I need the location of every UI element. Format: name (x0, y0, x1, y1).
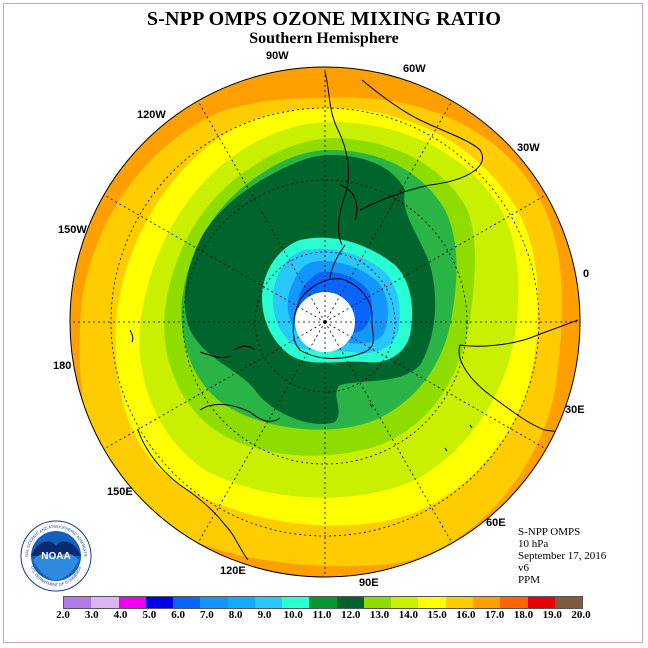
south-pole-marker (323, 320, 327, 324)
coastlines (129, 71, 579, 561)
figure-title: S-NPP OMPS OZONE MIXING RATIO (146, 8, 502, 30)
color-bar-tick-label: 12.0 (341, 609, 361, 621)
lon-label-90e: 90E (359, 577, 379, 589)
info-level: 10 hPa (518, 538, 549, 550)
color-bar-segment (336, 597, 364, 608)
color-bar-tick-label: 2.0 (56, 609, 70, 621)
color-bar-segment (118, 597, 146, 608)
noaa-logo-text: NOAA (41, 551, 70, 562)
color-bar (63, 596, 583, 609)
color-bar-segment (173, 597, 201, 608)
lon-label-120w: 120W (137, 109, 166, 121)
color-bar-segment (418, 597, 446, 608)
figure-frame (3, 3, 643, 643)
color-bar-tick-label: 19.0 (542, 609, 562, 621)
antarctic-peninsula (329, 244, 346, 279)
color-bar-tick-label: 5.0 (142, 609, 157, 621)
lon-label-120e: 120E (220, 565, 246, 577)
lon-label-30w: 30W (517, 142, 540, 154)
info-version: v6 (518, 562, 529, 574)
color-bar-tick-label: 15.0 (427, 609, 447, 621)
islands-coast (129, 329, 473, 452)
color-bar-tick-label: 7.0 (200, 609, 214, 621)
lon-label-90w: 90W (266, 50, 289, 62)
color-bar-segment (200, 597, 228, 608)
info-date: September 17, 2016 (518, 550, 607, 562)
color-bar-tick-label: 10.0 (283, 609, 303, 621)
color-bar-segment (227, 597, 255, 608)
color-bar-segment (91, 597, 119, 608)
color-bar-tick-label: 4.0 (113, 609, 128, 621)
color-bar-tick-label: 9.0 (257, 609, 272, 621)
color-bar-segment (445, 597, 473, 608)
color-bar-tick-label: 20.0 (571, 609, 591, 621)
color-bar-tick-label: 8.0 (228, 609, 243, 621)
figure-subtitle: Southern Hemisphere (249, 30, 399, 47)
lon-label-0: 0 (583, 268, 590, 280)
info-instrument: S-NPP OMPS (518, 526, 581, 538)
lon-label-60e: 60E (486, 517, 506, 529)
lon-label-180: 180 (53, 360, 72, 372)
color-bar-segment (254, 597, 283, 608)
antarctica-coast (292, 278, 374, 359)
color-bar-segment (363, 597, 392, 608)
color-bar-segment (554, 597, 583, 608)
lon-label-150w: 150W (58, 224, 87, 236)
noaa-logo: NOAA NATIONAL OCEANIC AND ATMOSPHERIC AD… (20, 520, 92, 592)
color-bar-segment (472, 597, 501, 608)
color-bar-tick-label: 14.0 (398, 609, 418, 621)
color-bar-tick-label: 18.0 (513, 609, 534, 621)
color-bar-segment (309, 597, 337, 608)
color-bar-ticks: 2.0 3.0 4.0 5.0 6.0 7.0 8.0 9.0 10.0 11.0 12.0 13.0… (48, 609, 596, 623)
lon-label-150e: 150E (107, 486, 133, 498)
color-bar-tick-label: 16.0 (456, 609, 476, 621)
color-bar-segment (145, 597, 174, 608)
info-block: S-NPP OMPS 10 hPa September 17, 2016 v6 … (518, 526, 606, 586)
new-zealand-coast (199, 345, 256, 358)
color-bar-segment (527, 597, 555, 608)
color-bar-tick-label: 6.0 (171, 609, 185, 621)
color-bar-segment (391, 597, 419, 608)
australia-coast (137, 403, 281, 561)
color-bar-tick-label: 3.0 (84, 609, 99, 621)
color-bar-tick-label: 13.0 (369, 609, 390, 621)
map-border (69, 66, 581, 578)
color-bar-segment (500, 597, 528, 608)
color-bar-segment (282, 597, 310, 608)
lon-label-60w: 60W (403, 63, 426, 75)
lon-label-30e: 30E (565, 404, 585, 416)
color-bar-segment (64, 597, 92, 608)
south-america-coast (324, 71, 483, 246)
color-bar-tick-label: 11.0 (312, 609, 332, 621)
africa-coast (458, 319, 579, 432)
color-bar-tick-label: 17.0 (485, 609, 505, 621)
info-units: PPM (518, 574, 541, 586)
